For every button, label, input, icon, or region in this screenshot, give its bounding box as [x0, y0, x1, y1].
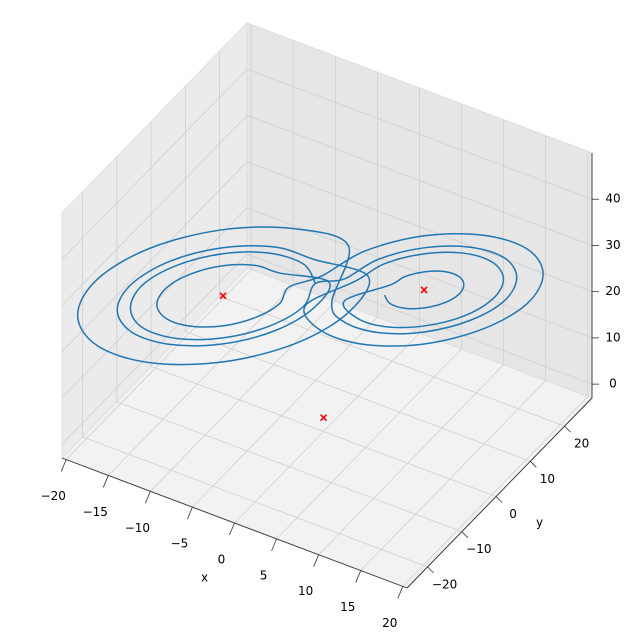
- x-tick-label: −15: [83, 505, 108, 519]
- tick-mark: [564, 425, 571, 433]
- z-tick-label: 30: [605, 238, 620, 252]
- marker-stroke: [219, 292, 227, 300]
- y-axis-line: [406, 397, 593, 589]
- x-tick-label: 20: [382, 616, 397, 630]
- grid-line: [360, 380, 547, 571]
- tick-mark: [530, 461, 537, 468]
- trajectory: [76, 226, 544, 366]
- x-tick-label: 10: [298, 584, 313, 598]
- y-tick-label: 20: [574, 437, 589, 451]
- grid-line: [185, 330, 531, 462]
- grid-line: [61, 115, 248, 306]
- grid-line: [82, 436, 428, 568]
- tick-mark: [144, 491, 151, 504]
- grid-line: [61, 68, 248, 260]
- x-tick-label: 0: [218, 553, 226, 567]
- tick-mark: [271, 538, 277, 552]
- tick-mark: [313, 554, 320, 567]
- y-tick-label: 10: [540, 472, 555, 486]
- x-tick-label: −10: [125, 521, 150, 535]
- tick-mark: [60, 459, 67, 472]
- tick-mark: [355, 570, 362, 583]
- tick-mark: [495, 496, 503, 503]
- fixed-point-marker: [420, 286, 428, 294]
- y-tick-label: −20: [432, 577, 457, 591]
- marker-stroke: [420, 286, 428, 294]
- grid-line: [61, 207, 248, 399]
- z-tick-label: 0: [609, 377, 617, 391]
- grid-line: [107, 285, 294, 476]
- z-tick-label: 40: [605, 192, 620, 206]
- grid-line: [402, 396, 589, 587]
- grid-line: [192, 316, 378, 508]
- grid-line: [150, 366, 497, 497]
- grid-line: [61, 253, 248, 445]
- grid-line: [246, 68, 593, 200]
- tick-mark: [102, 475, 109, 488]
- fixed-point-marker: [320, 414, 328, 422]
- x-axis-line: [61, 457, 408, 589]
- x-tick-label: −5: [171, 537, 189, 551]
- x-tick-label: −20: [41, 489, 66, 503]
- grid-line: [318, 364, 504, 555]
- tick-mark: [397, 586, 404, 599]
- marker-stroke: [320, 414, 328, 422]
- y-tick-label: −10: [466, 542, 491, 556]
- grid-line: [150, 301, 336, 492]
- x-axis-label: x: [201, 571, 208, 585]
- y-tick-label: 0: [509, 507, 517, 521]
- grid-line: [65, 269, 252, 460]
- grid-line: [246, 115, 593, 246]
- grid-line: [234, 332, 420, 524]
- tick-mark: [461, 531, 469, 538]
- grid-line: [116, 401, 462, 533]
- grid-line: [246, 161, 593, 293]
- tick-mark: [427, 566, 434, 574]
- fixed-point-marker: [219, 292, 227, 300]
- tick-mark: [187, 506, 193, 520]
- z-tick-label: 20: [605, 284, 620, 298]
- z-tick-label: 10: [605, 330, 620, 344]
- y-axis-label: y: [536, 516, 543, 530]
- grid-line: [61, 161, 248, 352]
- x-tick-label: 15: [340, 600, 355, 614]
- grid-line: [219, 295, 565, 427]
- grid-line: [276, 348, 462, 540]
- x-tick-label: 5: [260, 568, 268, 582]
- tick-mark: [229, 522, 235, 536]
